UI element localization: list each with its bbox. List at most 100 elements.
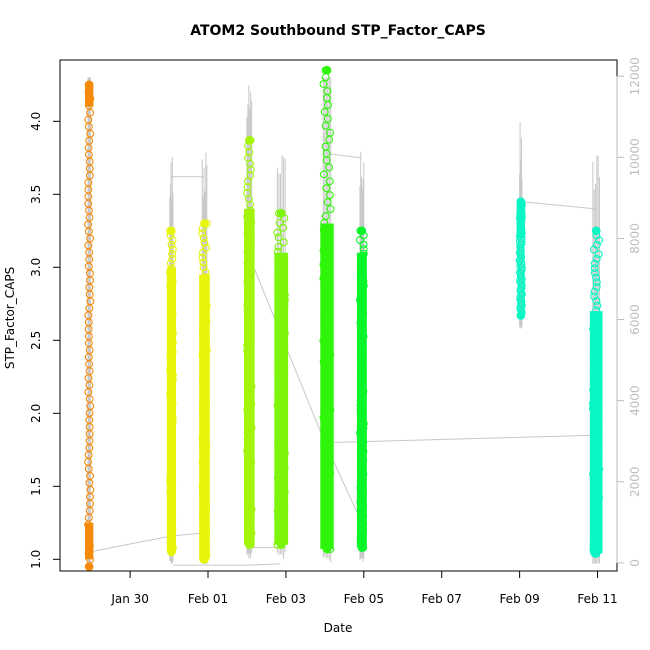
y2-tick-label: 4000	[628, 385, 642, 416]
data-point	[245, 148, 254, 156]
data-point	[244, 312, 253, 321]
data-point	[592, 381, 601, 390]
data-point	[202, 501, 210, 510]
data-point	[322, 378, 331, 387]
data-point	[168, 278, 177, 286]
data-point	[199, 472, 208, 481]
data-point	[280, 502, 289, 511]
data-point	[243, 405, 252, 414]
data-point	[280, 449, 289, 458]
data-point	[243, 277, 252, 285]
data-point	[358, 314, 367, 323]
y-tick-label: 3.0	[29, 258, 43, 277]
data-point	[198, 350, 207, 359]
y-axis: 1.0 1.5 2.0 2.5 3.0 3.5 4.0	[29, 112, 61, 569]
data-point	[246, 200, 255, 209]
data-point	[200, 409, 209, 418]
data-point	[247, 382, 256, 391]
data-point	[359, 447, 368, 456]
data-point	[319, 413, 328, 422]
data-point	[167, 459, 175, 468]
data-point-max	[591, 226, 601, 236]
data-point	[167, 361, 176, 370]
data-point	[357, 451, 365, 460]
data-point	[590, 268, 599, 277]
data-point	[356, 506, 365, 515]
y2-tick-label: 6000	[628, 304, 642, 335]
data-point	[167, 292, 176, 300]
data-point	[273, 473, 282, 482]
data-point	[324, 447, 333, 456]
data-point	[324, 461, 333, 470]
data-point	[168, 482, 177, 491]
data-point-min	[322, 544, 332, 554]
data-point	[356, 268, 365, 277]
data-point	[198, 253, 207, 262]
data-point	[202, 399, 210, 408]
data-point-max	[245, 136, 254, 145]
data-point	[166, 473, 175, 482]
data-point	[358, 360, 367, 368]
data-point	[277, 396, 286, 405]
data-point	[592, 240, 601, 249]
data-point	[590, 376, 599, 385]
data-point	[357, 410, 366, 419]
data-point	[167, 240, 176, 249]
data-point	[168, 501, 176, 510]
data-point	[168, 236, 177, 245]
data-point	[244, 265, 253, 274]
data-point	[358, 415, 367, 424]
data-point	[168, 310, 177, 319]
data-point	[200, 394, 209, 403]
data-point	[359, 249, 368, 258]
data-point	[357, 259, 366, 267]
data-point	[589, 470, 597, 478]
data-point	[201, 360, 210, 369]
data-points	[84, 65, 604, 571]
data-point	[201, 423, 210, 432]
data-point	[244, 417, 253, 426]
data-point	[167, 296, 176, 305]
data-point	[245, 394, 253, 403]
data-point	[200, 355, 209, 364]
data-point	[280, 291, 289, 299]
data-point	[593, 512, 602, 521]
data-point	[199, 535, 208, 544]
data-point	[322, 184, 331, 193]
data-point	[277, 415, 285, 424]
data-point	[201, 273, 210, 282]
data-point	[326, 128, 334, 137]
data-point	[166, 538, 175, 547]
secondary-line	[328, 434, 596, 444]
data-point	[592, 273, 601, 282]
data-point	[357, 382, 366, 391]
data-point	[358, 493, 367, 502]
data-point	[167, 506, 176, 515]
data-point	[592, 479, 600, 488]
data-point	[168, 496, 176, 505]
data-point	[279, 348, 288, 357]
data-point	[356, 295, 364, 304]
data-point	[246, 353, 255, 362]
data-point	[589, 540, 598, 549]
data-point	[280, 487, 289, 496]
data-point	[591, 343, 600, 352]
data-point	[201, 321, 210, 330]
data-point	[279, 310, 288, 319]
data-point	[167, 431, 176, 440]
data-point	[168, 399, 177, 408]
data-point	[359, 419, 368, 428]
data-point	[168, 413, 177, 421]
data-point	[166, 394, 175, 403]
x-tick-label: Feb 01	[188, 592, 228, 606]
data-point	[356, 401, 365, 410]
data-point	[245, 294, 254, 303]
data-point	[166, 282, 175, 291]
data-point	[280, 382, 289, 391]
data-point	[168, 254, 177, 263]
data-point	[593, 329, 602, 338]
data-point	[323, 434, 332, 443]
data-point	[246, 523, 255, 532]
data-point	[166, 343, 175, 352]
data-point	[595, 465, 604, 474]
